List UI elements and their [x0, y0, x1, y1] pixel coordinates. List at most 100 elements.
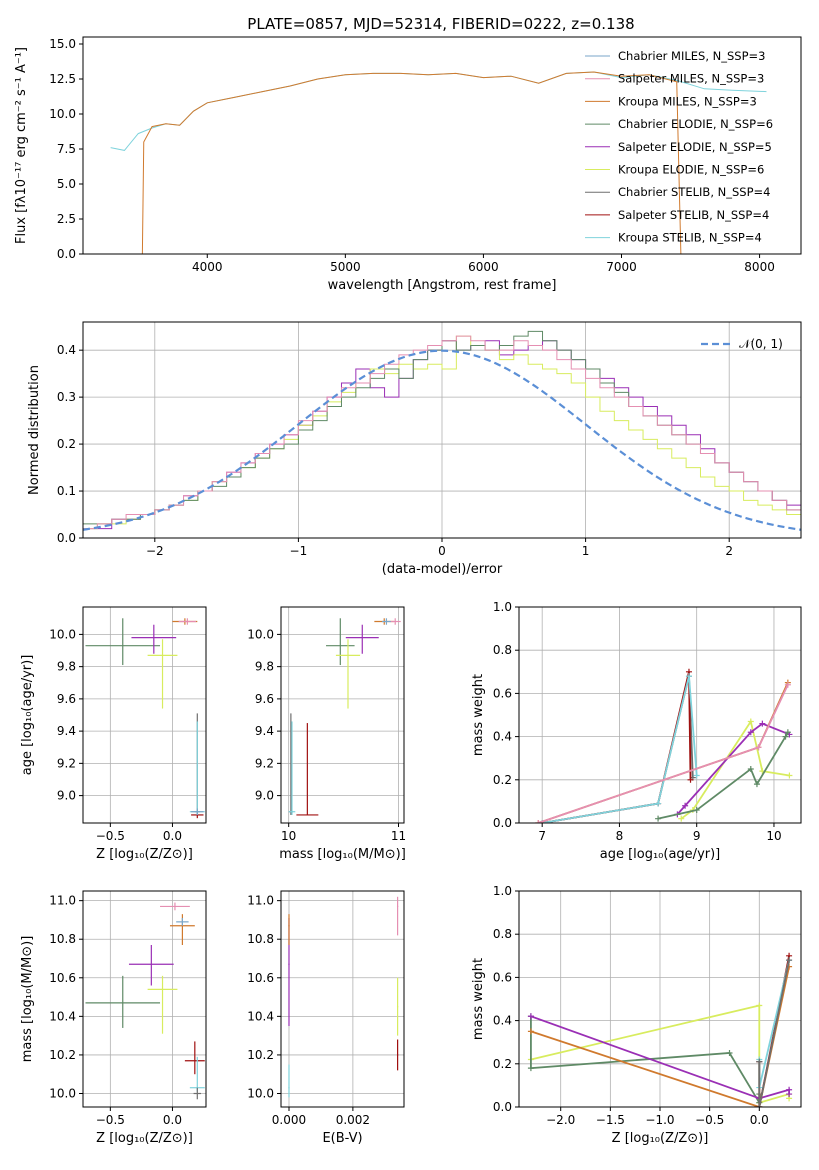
x-tick-label: 0.002 — [336, 1113, 370, 1127]
data-point — [784, 681, 791, 688]
data-point — [527, 1028, 534, 1035]
plot-area-mass-vs-ebv — [288, 896, 399, 1098]
y-tick-label: 0.4 — [493, 730, 512, 744]
legend-label: Kroupa ELODIE, N_SSP=6 — [618, 163, 764, 177]
x-axis-label: E(B-V) — [322, 1131, 362, 1146]
data-point — [747, 729, 754, 736]
data-point — [753, 781, 760, 788]
normal-curve — [83, 349, 801, 531]
x-tick-label: −1.5 — [596, 1113, 625, 1127]
y-axis-label: Flux [fλ10⁻¹⁷ erg cm⁻² s⁻¹ A⁻¹] — [14, 47, 29, 244]
axes-frame — [280, 606, 405, 824]
axes-frame — [82, 890, 207, 1108]
data-point — [527, 1013, 534, 1020]
legend-label: Salpeter ELODIE, N_SSP=5 — [618, 140, 772, 154]
y-tick-label: 0.1 — [57, 484, 76, 498]
data-point — [747, 766, 754, 772]
chart-weight-vs-age: 7 8 9 10 0.0 0.2 0.4 0.6 0.8 1.0 age [log₁₀(age/yr… — [471, 600, 802, 862]
data-point — [755, 744, 762, 751]
plot-area-age-vs-mass — [288, 618, 401, 816]
series-line — [542, 675, 698, 823]
chart-age-vs-Z: −0.5 0.0 9.0 9.2 9.4 9.6 9.8 10.0 Z [log₁₀(Z/Z⊙)… — [20, 606, 207, 862]
y-tick-label: 12.5 — [49, 72, 76, 86]
x-tick-label: 5000 — [330, 260, 361, 274]
y-tick-label: 0.8 — [493, 927, 512, 941]
y-tick-label: 11.0 — [49, 894, 76, 908]
axes-frame — [82, 36, 802, 255]
y-tick-label: 1.0 — [493, 600, 512, 614]
series-line — [542, 671, 692, 823]
data-point — [726, 1050, 733, 1056]
data-point — [655, 815, 662, 822]
y-tick-label: 0.4 — [57, 343, 76, 357]
y-axis-label: Normed distribution — [27, 365, 42, 495]
data-point — [655, 800, 662, 807]
plot-area-age-vs-Z — [85, 618, 205, 819]
y-tick-label: 11.0 — [247, 894, 274, 908]
y-tick-label: 7.5 — [57, 142, 76, 156]
plot-area-weight-vs-age — [535, 668, 793, 823]
y-tick-label: 9.8 — [255, 660, 274, 674]
x-tick-label: 2 — [725, 544, 733, 558]
x-tick-label: 6000 — [468, 260, 499, 274]
x-tick-label: −2.0 — [546, 1113, 575, 1127]
data-point — [786, 957, 793, 964]
x-tick-label: 0.0 — [163, 829, 182, 843]
y-tick-label: 0.8 — [493, 643, 512, 657]
x-tick-label: 8000 — [744, 260, 775, 274]
y-tick-label: 9.2 — [57, 756, 76, 770]
series-line — [758, 959, 790, 1107]
y-tick-label: 9.6 — [255, 692, 274, 706]
y-tick-label: 9.6 — [57, 692, 76, 706]
plot-area-residual-hist — [83, 330, 801, 538]
chart-age-vs-mass: 10 11 9.0 9.2 9.4 9.6 9.8 10.0 mass [log₁₀(M/M⊙)… — [247, 606, 406, 862]
x-tick-label: −1.0 — [645, 1113, 674, 1127]
y-tick-label: 0.0 — [57, 531, 76, 545]
y-tick-label: 10.2 — [247, 1048, 274, 1062]
x-tick-label: 0.0 — [163, 1113, 182, 1127]
y-axis-label: mass weight — [471, 674, 486, 756]
figure-title: PLATE=0857, MJD=52314, FIBERID=0222, z=0… — [247, 15, 634, 33]
y-tick-label: 9.8 — [57, 660, 76, 674]
legend-label: Kroupa STELIB, N_SSP=4 — [618, 231, 762, 245]
plot-area-spectrum — [110, 71, 767, 254]
axes-frame — [518, 606, 802, 824]
x-tick-label: −0.5 — [695, 1113, 724, 1127]
x-tick-label: 0.000 — [272, 1113, 306, 1127]
x-tick-label: 10 — [281, 829, 296, 843]
legend-label: Chabrier ELODIE, N_SSP=6 — [618, 117, 773, 131]
y-tick-label: 0.3 — [57, 390, 76, 404]
x-tick-label: 7 — [538, 829, 546, 843]
y-tick-label: 10.6 — [247, 971, 274, 985]
y-tick-label: 10.8 — [49, 932, 76, 946]
x-axis-label: age [log₁₀(age/yr)] — [600, 847, 721, 862]
x-tick-label: 0.0 — [750, 1113, 769, 1127]
x-tick-label: −0.5 — [96, 1113, 125, 1127]
data-point — [756, 1104, 763, 1107]
x-axis-label: Z [log₁₀(Z/Z⊙)] — [612, 1131, 709, 1146]
series-line — [538, 682, 789, 823]
y-tick-label: 0.2 — [493, 1057, 512, 1071]
y-tick-label: 9.4 — [57, 724, 76, 738]
series-line — [141, 71, 682, 254]
data-point — [535, 820, 542, 823]
x-tick-label: 8 — [616, 829, 624, 843]
x-axis-label: Z [log₁₀(Z/Z⊙)] — [96, 847, 193, 862]
data-point — [782, 733, 789, 740]
data-point — [747, 718, 754, 725]
y-tick-label: 10.0 — [49, 1087, 76, 1101]
data-point — [693, 807, 700, 814]
x-tick-label: 0 — [438, 544, 446, 558]
axes-frame — [280, 890, 405, 1108]
plot-area-weight-vs-Z — [527, 952, 793, 1107]
x-tick-label: 11 — [391, 829, 406, 843]
y-tick-label: 15.0 — [49, 37, 76, 51]
y-tick-label: 10.4 — [247, 1009, 274, 1023]
legend-label: 𝒩(0, 1) — [739, 337, 783, 351]
axes-frame — [82, 606, 207, 824]
data-point — [693, 772, 700, 779]
x-tick-label: 10 — [766, 829, 781, 843]
x-tick-label: −2 — [146, 544, 164, 558]
chart-mass-vs-ebv: 0.000 0.002 10.0 10.2 10.4 10.6 10.8 11.0 E(B-V) — [247, 890, 405, 1146]
